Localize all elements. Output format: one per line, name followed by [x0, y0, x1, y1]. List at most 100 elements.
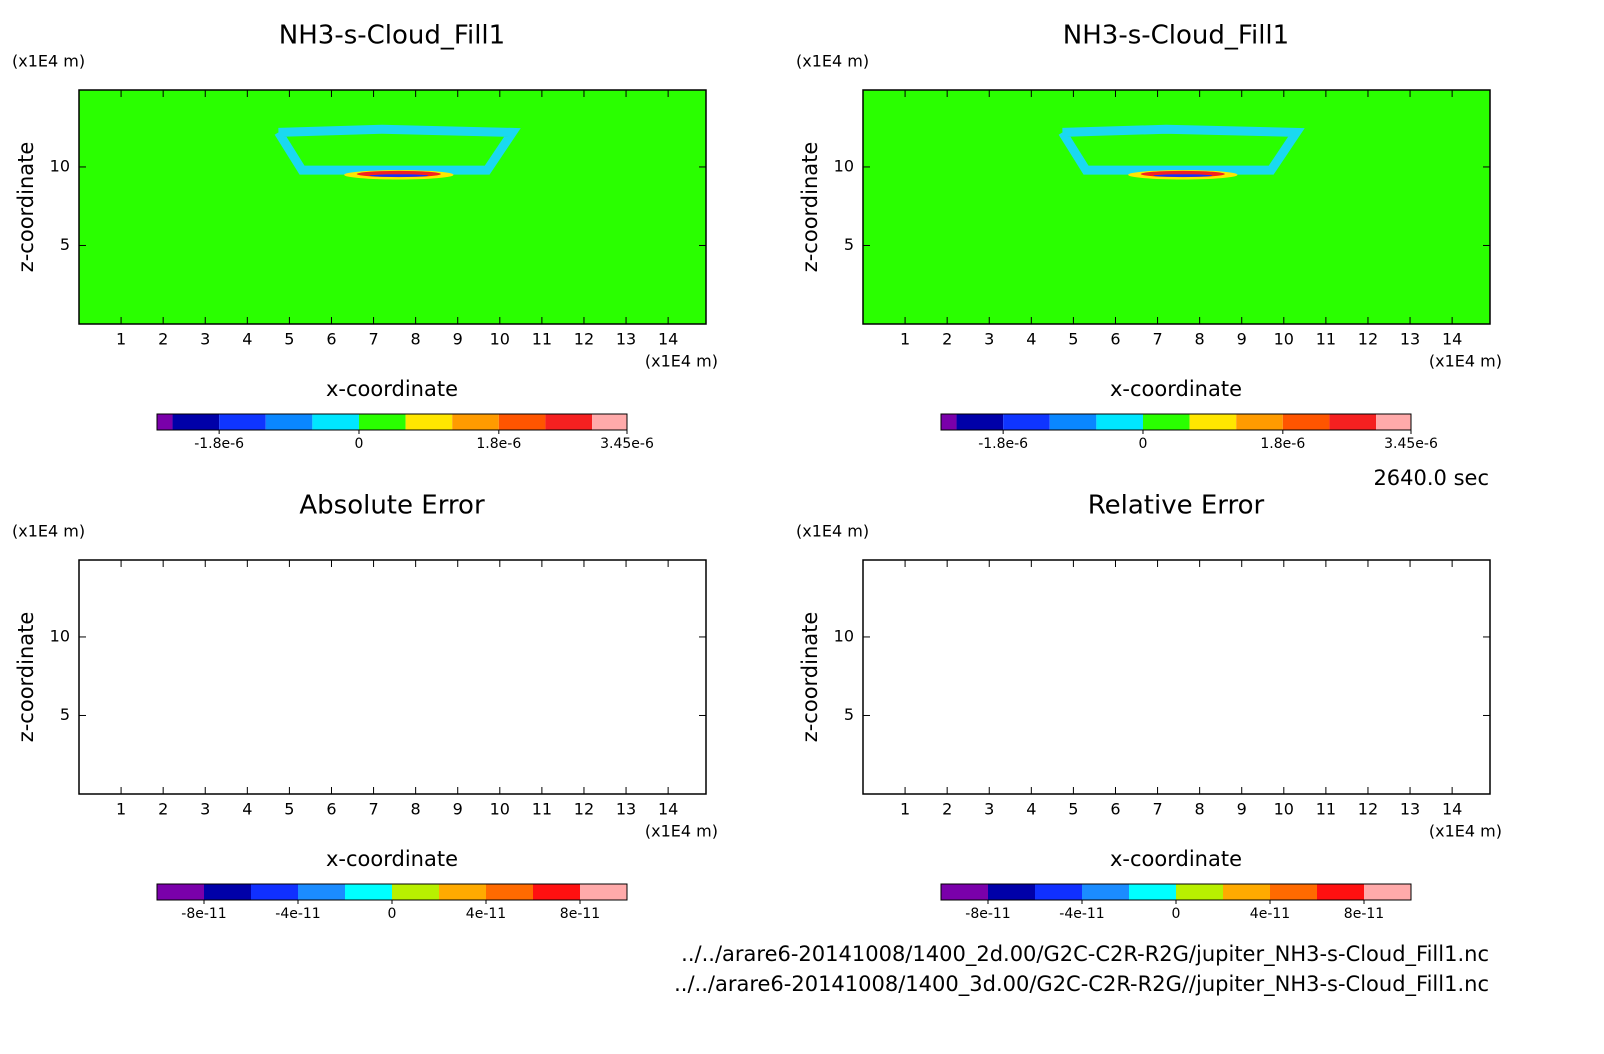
- x-tick-label: 1: [116, 800, 126, 819]
- x-axis-label: x-coordinate: [326, 847, 458, 871]
- colorbar-segment: [545, 414, 593, 430]
- x-tick-label: 5: [1068, 800, 1078, 819]
- y-axis-label: z-coordinate: [798, 612, 822, 743]
- y-unit: (x1E4 m): [12, 522, 85, 541]
- chart-title: NH3-s-Cloud_Fill1: [279, 21, 505, 51]
- colorbar-segment: [1129, 884, 1176, 900]
- colorbar-segment: [204, 884, 251, 900]
- panel: NH3-s-Cloud_Fill1 (x1E4 m) (x1E4 m) x-coord…: [796, 21, 1502, 453]
- x-tick-label: 9: [453, 800, 463, 819]
- panel: Relative Error (x1E4 m) (x1E4 m) x-coordina…: [796, 491, 1502, 923]
- colorbar-frame: [156, 413, 628, 431]
- colorbar-tick-label: 1.8e-6: [1260, 436, 1305, 452]
- colorbar-tick-label: -1.8e-6: [194, 436, 244, 452]
- colorbar-segment: [956, 414, 1004, 430]
- x-tick-label: 8: [411, 800, 421, 819]
- colorbar-segment: [452, 414, 499, 430]
- y-axis-label: z-coordinate: [14, 142, 38, 273]
- field: [274, 124, 521, 180]
- x-tick-label: 1: [900, 800, 910, 819]
- x-tick-label: 2: [942, 800, 952, 819]
- x-unit: (x1E4 m): [1429, 352, 1502, 371]
- colorbar-tick-label: 0: [355, 436, 364, 452]
- colorbar-tick-label: -4e-11: [275, 906, 320, 922]
- colorbar-segment: [157, 884, 204, 900]
- x-tick-label: 5: [284, 330, 294, 349]
- x-tick-label: 14: [1442, 330, 1462, 349]
- x-unit: (x1E4 m): [645, 352, 718, 371]
- x-tick-label: 11: [1316, 330, 1336, 349]
- x-axis-label: x-coordinate: [326, 377, 458, 401]
- colorbar-segment: [1189, 414, 1237, 430]
- colorbar-segment: [941, 884, 988, 900]
- colorbar-segment: [498, 414, 546, 430]
- colorbar-segment: [439, 884, 486, 900]
- colorbar-segment: [1082, 884, 1129, 900]
- x-unit: (x1E4 m): [645, 822, 718, 841]
- y-axis-label: z-coordinate: [798, 142, 822, 273]
- colorbar-segment: [486, 884, 533, 900]
- y-tick-label: 5: [60, 705, 70, 724]
- colorbar-segment: [1142, 414, 1190, 430]
- colorbar-tick-label: 0: [1172, 906, 1181, 922]
- x-tick-label: 13: [616, 330, 636, 349]
- time-label: 2640.0 sec: [1373, 466, 1489, 490]
- y-unit: (x1E4 m): [12, 52, 85, 71]
- x-tick-label: 2: [158, 800, 168, 819]
- x-tick-label: 4: [1026, 330, 1036, 349]
- plot-frame: [862, 89, 1491, 325]
- plot-background: [79, 560, 706, 794]
- chart-title: Relative Error: [1088, 491, 1265, 521]
- colorbar-segment: [941, 414, 957, 430]
- x-tick-label: 2: [942, 330, 952, 349]
- colorbar-segment: [533, 884, 580, 900]
- x-tick-label: 7: [368, 800, 378, 819]
- x-tick-label: 14: [1442, 800, 1462, 819]
- colorbar-tick-label: 4e-11: [1250, 906, 1290, 922]
- colorbar-segment: [1317, 884, 1364, 900]
- colorbar-segment: [1176, 884, 1223, 900]
- colorbar-segment: [265, 414, 313, 430]
- x-tick-label: 10: [1274, 330, 1294, 349]
- x-tick-label: 12: [574, 330, 594, 349]
- x-tick-label: 13: [1400, 800, 1420, 819]
- colorbar-segment: [298, 884, 345, 900]
- x-tick-label: 12: [574, 800, 594, 819]
- x-tick-label: 3: [984, 330, 994, 349]
- y-axis-label: z-coordinate: [14, 612, 38, 743]
- x-tick-label: 6: [326, 800, 336, 819]
- x-tick-label: 8: [1195, 330, 1205, 349]
- colorbar-segment: [1035, 884, 1082, 900]
- x-tick-label: 6: [1110, 330, 1120, 349]
- contour-band: [1058, 124, 1305, 175]
- x-tick-label: 12: [1358, 800, 1378, 819]
- x-tick-label: 4: [242, 330, 252, 349]
- colorbar-segment: [592, 414, 627, 430]
- colorbar-segment: [1270, 884, 1317, 900]
- x-tick-label: 8: [411, 330, 421, 349]
- file-path: ../../arare6-20141008/1400_2d.00/G2C-C2R…: [681, 942, 1489, 967]
- x-tick-label: 12: [1358, 330, 1378, 349]
- colorbar-tick-label: 4e-11: [466, 906, 506, 922]
- x-axis-label: x-coordinate: [1110, 377, 1242, 401]
- x-tick-label: 7: [1152, 330, 1162, 349]
- x-tick-label: 9: [453, 330, 463, 349]
- field: [1058, 124, 1305, 180]
- colorbar-segment: [345, 884, 392, 900]
- x-axis-label: x-coordinate: [1110, 847, 1242, 871]
- contour-region: [1153, 174, 1213, 177]
- contour-band: [274, 124, 521, 175]
- colorbar-segment: [1376, 414, 1411, 430]
- x-tick-label: 6: [326, 330, 336, 349]
- y-tick-label: 10: [50, 626, 70, 645]
- plot-frame: [78, 559, 707, 795]
- colorbar-segment: [405, 414, 453, 430]
- colorbar-segment: [358, 414, 406, 430]
- y-tick-label: 10: [834, 156, 854, 175]
- x-tick-label: 11: [532, 800, 552, 819]
- y-tick-label: 5: [844, 705, 854, 724]
- x-tick-label: 10: [490, 800, 510, 819]
- x-tick-label: 7: [1152, 800, 1162, 819]
- colorbar-segment: [1282, 414, 1330, 430]
